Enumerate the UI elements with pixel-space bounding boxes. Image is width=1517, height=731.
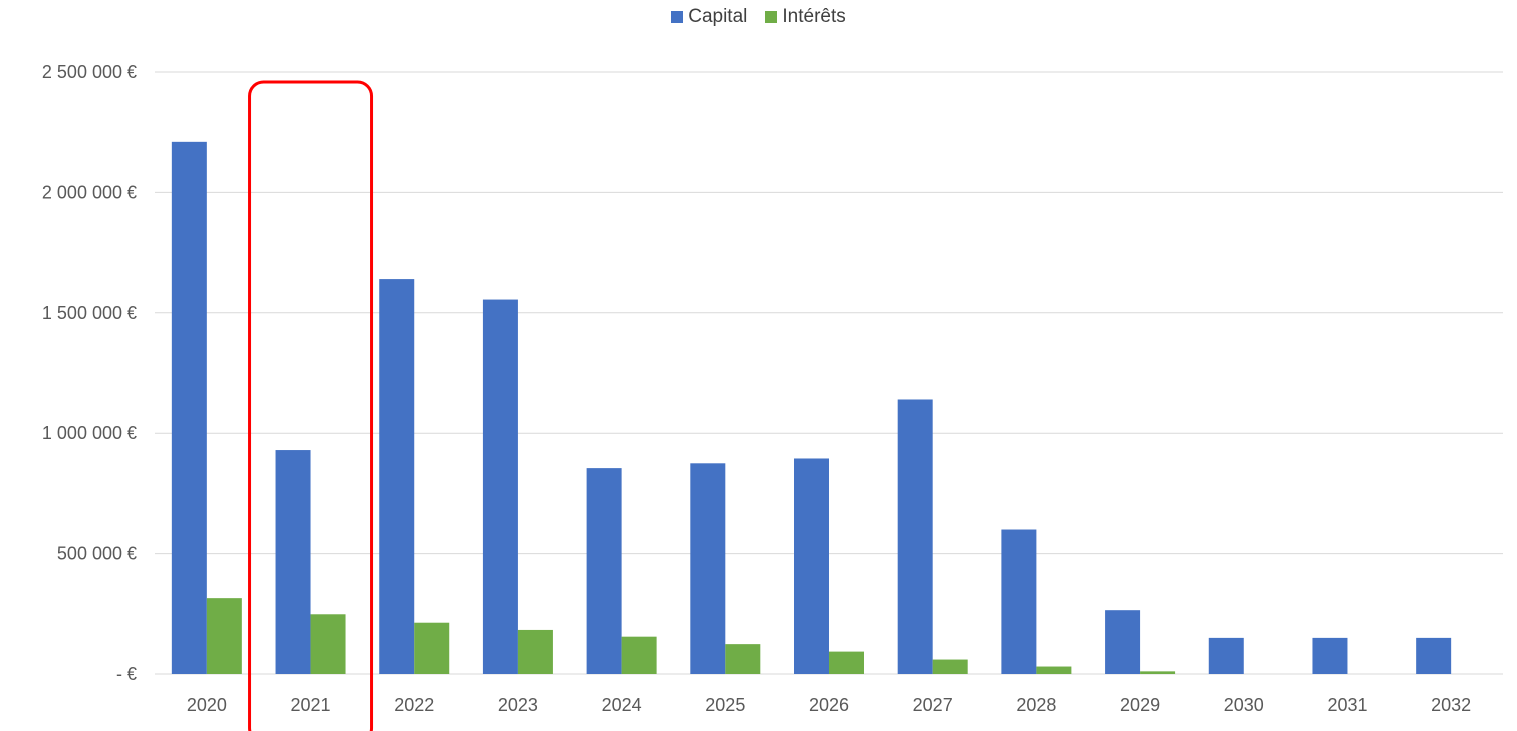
legend-item-capital: Capital	[671, 6, 747, 28]
x-tick-label: 2026	[809, 695, 849, 715]
y-tick-label: 2 000 000 €	[42, 182, 137, 202]
legend: Capital Intérêts	[0, 6, 1517, 28]
bar-intrts-2029	[1140, 671, 1176, 674]
x-tick-label: 2024	[602, 695, 642, 715]
y-tick-label: 1 000 000 €	[42, 423, 137, 443]
bar-intrts-2028	[1036, 666, 1072, 674]
legend-swatch-capital	[671, 11, 684, 23]
x-tick-label: 2023	[498, 695, 538, 715]
bar-intrts-2026	[829, 651, 864, 674]
legend-label-interets: Intérêts	[782, 6, 846, 27]
x-tick-label: 2030	[1224, 695, 1264, 715]
x-tick-label: 2028	[1016, 695, 1056, 715]
bar-capital-2030	[1208, 637, 1244, 674]
legend-label-capital: Capital	[688, 6, 748, 27]
x-tick-label: 2020	[187, 695, 227, 715]
x-tick-label: 2027	[913, 695, 953, 715]
y-tick-label: 1 500 000 €	[42, 303, 137, 323]
bar-capital-2031	[1312, 637, 1348, 674]
x-tick-label: 2025	[705, 695, 745, 715]
y-tick-label: 500 000 €	[57, 544, 137, 564]
bar-capital-2032	[1416, 637, 1452, 674]
x-tick-label: 2021	[291, 695, 331, 715]
bar-intrts-2025	[725, 644, 761, 674]
x-tick-label: 2029	[1120, 695, 1160, 715]
bar-capital-2022	[379, 279, 415, 674]
bar-capital-2026	[794, 458, 829, 674]
bar-intrts-2024	[621, 636, 657, 674]
x-tick-label: 2032	[1431, 695, 1471, 715]
bar-capital-2027	[897, 399, 933, 674]
legend-item-interets: Intérêts	[765, 6, 846, 28]
bar-intrts-2023	[517, 629, 553, 674]
x-tick-label: 2031	[1327, 695, 1367, 715]
bar-capital-2020	[171, 141, 207, 674]
y-tick-label: - €	[116, 664, 137, 684]
bar-capital-2021	[275, 450, 311, 674]
highlight-box	[248, 80, 374, 731]
bar-intrts-2027	[932, 659, 968, 674]
y-tick-label: 2 500 000 €	[42, 62, 137, 82]
legend-swatch-interets	[765, 11, 778, 23]
bar-capital-2023	[482, 299, 518, 674]
bar-capital-2028	[1001, 529, 1037, 674]
bar-intrts-2020	[206, 598, 242, 674]
bar-capital-2025	[690, 463, 726, 674]
x-tick-label: 2022	[394, 695, 434, 715]
bar-intrts-2022	[414, 622, 450, 674]
bar-capital-2029	[1105, 610, 1141, 674]
bar-capital-2024	[586, 468, 622, 674]
bar-intrts-2021	[310, 614, 346, 674]
